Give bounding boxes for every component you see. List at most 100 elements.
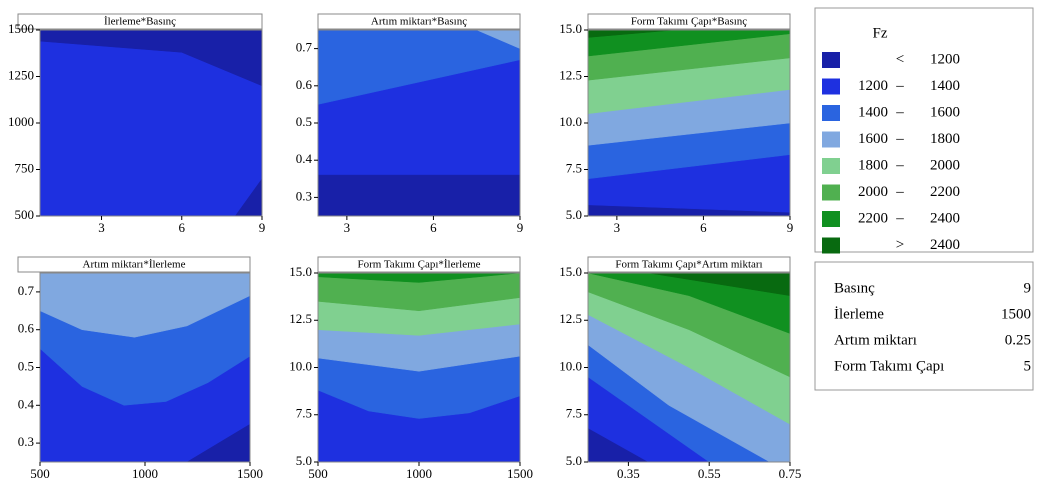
- legend-symbol: –: [895, 78, 904, 94]
- x-tick-label: 9: [787, 220, 794, 235]
- hold-value: 1500: [1001, 306, 1031, 322]
- y-tick-label: 7.5: [566, 160, 582, 175]
- x-tick-label: 6: [179, 220, 186, 235]
- legend-break: 1200: [858, 78, 888, 94]
- legend-break: 2400: [930, 237, 960, 253]
- hold-name: Form Takımı Çapı: [834, 358, 944, 374]
- contour-region: [476, 30, 520, 49]
- legend-break: 2400: [930, 210, 960, 226]
- y-tick-label: 0.6: [296, 77, 313, 92]
- y-tick-label: 0.5: [18, 358, 34, 373]
- contour-region: [40, 30, 262, 216]
- y-tick-label: 0.3: [296, 188, 312, 203]
- hold-value: 5: [1024, 358, 1032, 374]
- legend-symbol: –: [895, 131, 904, 147]
- panel-title-box: [587, 256, 791, 273]
- legend-symbol: –: [895, 210, 904, 226]
- panel-title: Form Takımı Çapı*İlerleme: [357, 259, 480, 271]
- hold-name: Artım miktarı: [834, 332, 917, 348]
- y-tick-label: 0.3: [18, 434, 34, 449]
- panel-title: Form Takımı Çapı*Artım miktarı: [615, 259, 762, 271]
- legend-symbol: <: [896, 51, 904, 67]
- legend-break: 1600: [858, 131, 888, 147]
- x-tick-label: 0.35: [617, 466, 640, 481]
- x-tick-label: 1500: [237, 466, 263, 481]
- legend-symbol: –: [895, 104, 904, 120]
- x-tick-label: 1500: [507, 466, 533, 481]
- y-tick-label: 750: [15, 160, 35, 175]
- y-tick-label: 15.0: [289, 264, 312, 279]
- contour-region: [40, 30, 262, 87]
- y-tick-label: 500: [15, 207, 35, 222]
- hold-value: 0.25: [1005, 332, 1031, 348]
- y-tick-label: 0.7: [18, 283, 35, 298]
- contour-region: [588, 273, 790, 334]
- y-tick-label: 5.0: [566, 453, 582, 468]
- x-tick-label: 3: [344, 220, 351, 235]
- legend-break: 1600: [930, 104, 960, 120]
- hold-name: Basınç: [834, 280, 875, 296]
- legend-break: 1800: [858, 157, 888, 173]
- x-tick-label: 1000: [406, 466, 432, 481]
- legend-box: [814, 7, 1034, 253]
- hold-value: 9: [1024, 280, 1032, 296]
- x-tick-label: 500: [30, 466, 50, 481]
- y-tick-label: 12.5: [559, 67, 582, 82]
- legend-break: 1400: [930, 78, 960, 94]
- y-tick-label: 0.4: [296, 151, 313, 166]
- legend-break: 1400: [858, 104, 888, 120]
- legend-break: 1800: [930, 131, 960, 147]
- contour-region: [234, 178, 262, 216]
- x-tick-label: 0.75: [779, 466, 802, 481]
- y-tick-label: 10.0: [559, 358, 582, 373]
- contour-region: [318, 174, 520, 216]
- panel-title-box: [17, 256, 251, 273]
- x-tick-label: 9: [517, 220, 524, 235]
- x-tick-label: 6: [700, 220, 707, 235]
- hold-box: [814, 261, 1034, 391]
- panel-title: Artım miktarı*Basınç: [371, 16, 467, 28]
- contour-region: [186, 423, 250, 462]
- y-tick-label: 5.0: [296, 453, 312, 468]
- panel-title: Form Takımı Çapı*Basınç: [631, 16, 747, 28]
- legend-swatch: [822, 105, 840, 121]
- panel-title: İlerleme*Basınç: [104, 16, 176, 28]
- y-tick-label: 15.0: [559, 21, 582, 36]
- y-tick-label: 0.4: [18, 396, 35, 411]
- y-tick-label: 0.5: [296, 114, 312, 129]
- legend-break: 2200: [930, 184, 960, 200]
- legend-swatch: [822, 131, 840, 148]
- y-tick-label: 10.0: [559, 114, 582, 129]
- y-tick-label: 7.5: [296, 406, 312, 421]
- y-tick-label: 5.0: [566, 207, 582, 222]
- legend-swatch: [822, 184, 840, 201]
- legend-swatch: [822, 211, 840, 227]
- legend-break: 2200: [858, 210, 888, 226]
- y-tick-label: 0.6: [18, 321, 35, 336]
- y-tick-label: 15.0: [559, 264, 582, 279]
- legend-swatch: [822, 78, 840, 95]
- legend-symbol: –: [895, 184, 904, 200]
- hold-name: İlerleme: [834, 306, 884, 322]
- legend-break: 2000: [930, 157, 960, 173]
- y-tick-label: 7.5: [566, 406, 582, 421]
- contour-region: [588, 30, 790, 57]
- y-tick-label: 12.5: [289, 311, 312, 326]
- contour-region: [318, 273, 520, 312]
- y-tick-label: 0.7: [296, 40, 313, 55]
- y-tick-label: 12.5: [559, 311, 582, 326]
- legend-title: Fz: [873, 25, 888, 41]
- legend-swatch: [822, 158, 840, 174]
- legend-break: 2000: [858, 184, 888, 200]
- x-tick-label: 3: [614, 220, 621, 235]
- contour-region: [318, 30, 520, 105]
- x-tick-label: 9: [259, 220, 266, 235]
- legend-symbol: –: [895, 157, 904, 173]
- panel-title-box: [587, 13, 791, 30]
- y-tick-label: 10.0: [289, 358, 312, 373]
- legend-break: 1200: [930, 51, 960, 67]
- legend-symbol: >: [896, 237, 904, 253]
- panel-title-box: [17, 13, 263, 30]
- panel-title: Artım miktarı*İlerleme: [83, 259, 186, 271]
